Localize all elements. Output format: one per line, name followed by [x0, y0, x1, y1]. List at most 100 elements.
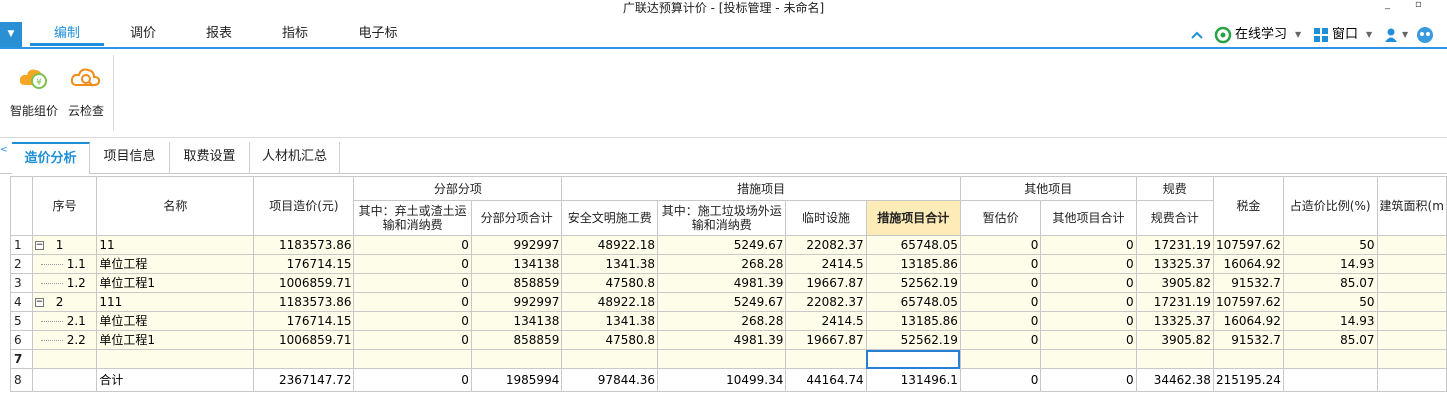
temp-cell[interactable]: 2414.5 [785, 254, 867, 274]
tab-fee-settings[interactable]: 取费设置 [170, 142, 250, 174]
fees-total-cell[interactable]: 3905.82 [1135, 273, 1214, 293]
safety-cell[interactable] [561, 349, 659, 369]
fbfx-total-cell[interactable]: 1985994 [470, 368, 563, 392]
fees-total-cell[interactable]: 17231.19 [1135, 235, 1214, 255]
cs-waste-cell[interactable]: 5249.67 [657, 235, 787, 255]
name-cell[interactable]: 单位工程 [96, 254, 255, 274]
project-cost-cell[interactable]: 1183573.86 [253, 235, 355, 255]
other-total-cell[interactable]: 0 [1040, 254, 1137, 274]
row-number[interactable]: 8 [10, 368, 33, 392]
fbfx-total-cell[interactable] [470, 349, 563, 369]
row-number[interactable]: 1 [10, 235, 33, 255]
ratio-cell[interactable]: 50 [1282, 235, 1378, 255]
fbfx-waste-cell[interactable]: 0 [353, 292, 472, 312]
ratio-cell[interactable]: 14.93 [1282, 311, 1378, 331]
cs-waste-cell[interactable] [657, 349, 787, 369]
area-cell[interactable] [1376, 311, 1447, 331]
collapse-icon[interactable]: − [34, 297, 44, 307]
table-row[interactable]: 8 合计 2367147.72 0 1985994 97844.36 10499.34 441… [10, 368, 1447, 392]
ratio-cell[interactable]: 85.07 [1282, 330, 1378, 350]
table-row[interactable]: 1−1 11 1183573.86 0 992997 48922.18 5249.67 220… [10, 235, 1447, 255]
fbfx-total-cell[interactable]: 134138 [470, 311, 563, 331]
cs-total-cell[interactable]: 52562.19 [865, 273, 961, 293]
smart-pricing-button[interactable]: ¥ 智能组价 [6, 61, 62, 119]
panel-toggle-icon[interactable]: < [0, 145, 8, 155]
restore-icon[interactable]: ▫ [1415, 0, 1422, 10]
temp-cell[interactable]: 22082.37 [785, 292, 867, 312]
fbfx-total-cell[interactable]: 858859 [470, 330, 563, 350]
cs-waste-cell[interactable]: 4981.39 [657, 330, 787, 350]
fbfx-waste-cell[interactable]: 0 [353, 254, 472, 274]
cs-waste-cell[interactable]: 10499.34 [657, 368, 787, 392]
tab-cost-analysis[interactable]: 造价分析 [12, 142, 90, 174]
cloud-check-button[interactable]: 云检查 [58, 61, 114, 119]
row-number[interactable]: 4 [10, 292, 33, 312]
fbfx-total-cell[interactable]: 992997 [470, 292, 563, 312]
tax-cell[interactable]: 91532.7 [1212, 330, 1284, 350]
row-number[interactable]: 6 [10, 330, 33, 350]
project-cost-cell[interactable]: 1006859.71 [253, 273, 355, 293]
tab-index[interactable]: 指标 [281, 26, 308, 41]
fees-total-cell[interactable]: 3905.82 [1135, 330, 1214, 350]
seq-cell[interactable]: −1 [31, 235, 98, 255]
cs-waste-cell[interactable]: 5249.67 [657, 292, 787, 312]
safety-cell[interactable]: 47580.8 [561, 273, 659, 293]
seq-cell[interactable] [31, 368, 98, 392]
temp-cell[interactable]: 19667.87 [785, 330, 867, 350]
ratio-cell[interactable] [1282, 368, 1378, 392]
seq-cell[interactable]: 2.1 [31, 311, 98, 331]
area-cell[interactable] [1376, 368, 1447, 392]
tax-cell[interactable]: 215195.24 [1212, 368, 1284, 392]
other-total-cell[interactable]: 0 [1040, 311, 1137, 331]
other-total-cell[interactable]: 0 [1040, 330, 1137, 350]
collapse-ribbon-icon[interactable] [1190, 24, 1204, 46]
online-learning-button[interactable]: 在线学习 ▼ [1214, 24, 1301, 46]
provisional-cell[interactable] [959, 349, 1042, 369]
name-cell[interactable] [96, 349, 255, 369]
temp-cell[interactable]: 2414.5 [785, 311, 867, 331]
other-total-cell[interactable]: 0 [1040, 273, 1137, 293]
collapse-icon[interactable]: − [34, 240, 44, 250]
name-cell[interactable]: 11 [96, 235, 255, 255]
cs-waste-cell[interactable]: 268.28 [657, 254, 787, 274]
table-row[interactable]: 3 1.2 单位工程1 1006859.71 0 858859 47580.8 4981.39… [10, 273, 1447, 293]
other-total-cell[interactable]: 0 [1040, 292, 1137, 312]
minimize-icon[interactable]: _ [1385, 0, 1390, 10]
user-menu-button[interactable]: ▼ [1384, 24, 1408, 46]
table-row[interactable]: 2 1.1 单位工程 176714.15 0 134138 1341.38 268.28 241… [10, 254, 1447, 274]
fbfx-waste-cell[interactable]: 0 [353, 235, 472, 255]
tab-adjust-price[interactable]: 调价 [129, 26, 156, 41]
tab-project-info[interactable]: 项目信息 [90, 142, 170, 174]
provisional-cell[interactable]: 0 [959, 368, 1042, 392]
fbfx-waste-cell[interactable]: 0 [353, 368, 472, 392]
table-row[interactable]: 7 [10, 349, 1447, 369]
cs-total-cell[interactable]: 131496.1 [865, 368, 961, 392]
cs-total-cell[interactable] [865, 349, 961, 369]
project-cost-cell[interactable]: 1183573.86 [253, 292, 355, 312]
area-cell[interactable] [1376, 349, 1447, 369]
fees-total-cell[interactable]: 13325.37 [1135, 254, 1214, 274]
name-cell[interactable]: 单位工程1 [96, 273, 255, 293]
ratio-cell[interactable]: 50 [1282, 292, 1378, 312]
temp-cell[interactable] [785, 349, 867, 369]
fbfx-waste-cell[interactable]: 0 [353, 330, 472, 350]
tab-report[interactable]: 报表 [205, 26, 232, 41]
temp-cell[interactable]: 19667.87 [785, 273, 867, 293]
other-total-cell[interactable] [1040, 349, 1137, 369]
tab-edit[interactable]: 编制 [30, 24, 104, 46]
safety-cell[interactable]: 1341.38 [561, 254, 659, 274]
row-number[interactable]: 2 [10, 254, 33, 274]
fees-total-cell[interactable]: 13325.37 [1135, 311, 1214, 331]
ratio-cell[interactable]: 85.07 [1282, 273, 1378, 293]
name-cell[interactable]: 合计 [96, 368, 255, 392]
seq-cell[interactable] [31, 349, 98, 369]
provisional-cell[interactable]: 0 [959, 254, 1042, 274]
area-cell[interactable] [1376, 330, 1447, 350]
safety-cell[interactable]: 47580.8 [561, 330, 659, 350]
provisional-cell[interactable]: 0 [959, 330, 1042, 350]
cs-total-cell[interactable]: 13185.86 [865, 254, 961, 274]
cs-waste-cell[interactable]: 268.28 [657, 311, 787, 331]
other-total-cell[interactable]: 0 [1040, 368, 1137, 392]
table-row[interactable]: 6 2.2 单位工程1 1006859.71 0 858859 47580.8 4981.39… [10, 330, 1447, 350]
area-cell[interactable] [1376, 292, 1447, 312]
